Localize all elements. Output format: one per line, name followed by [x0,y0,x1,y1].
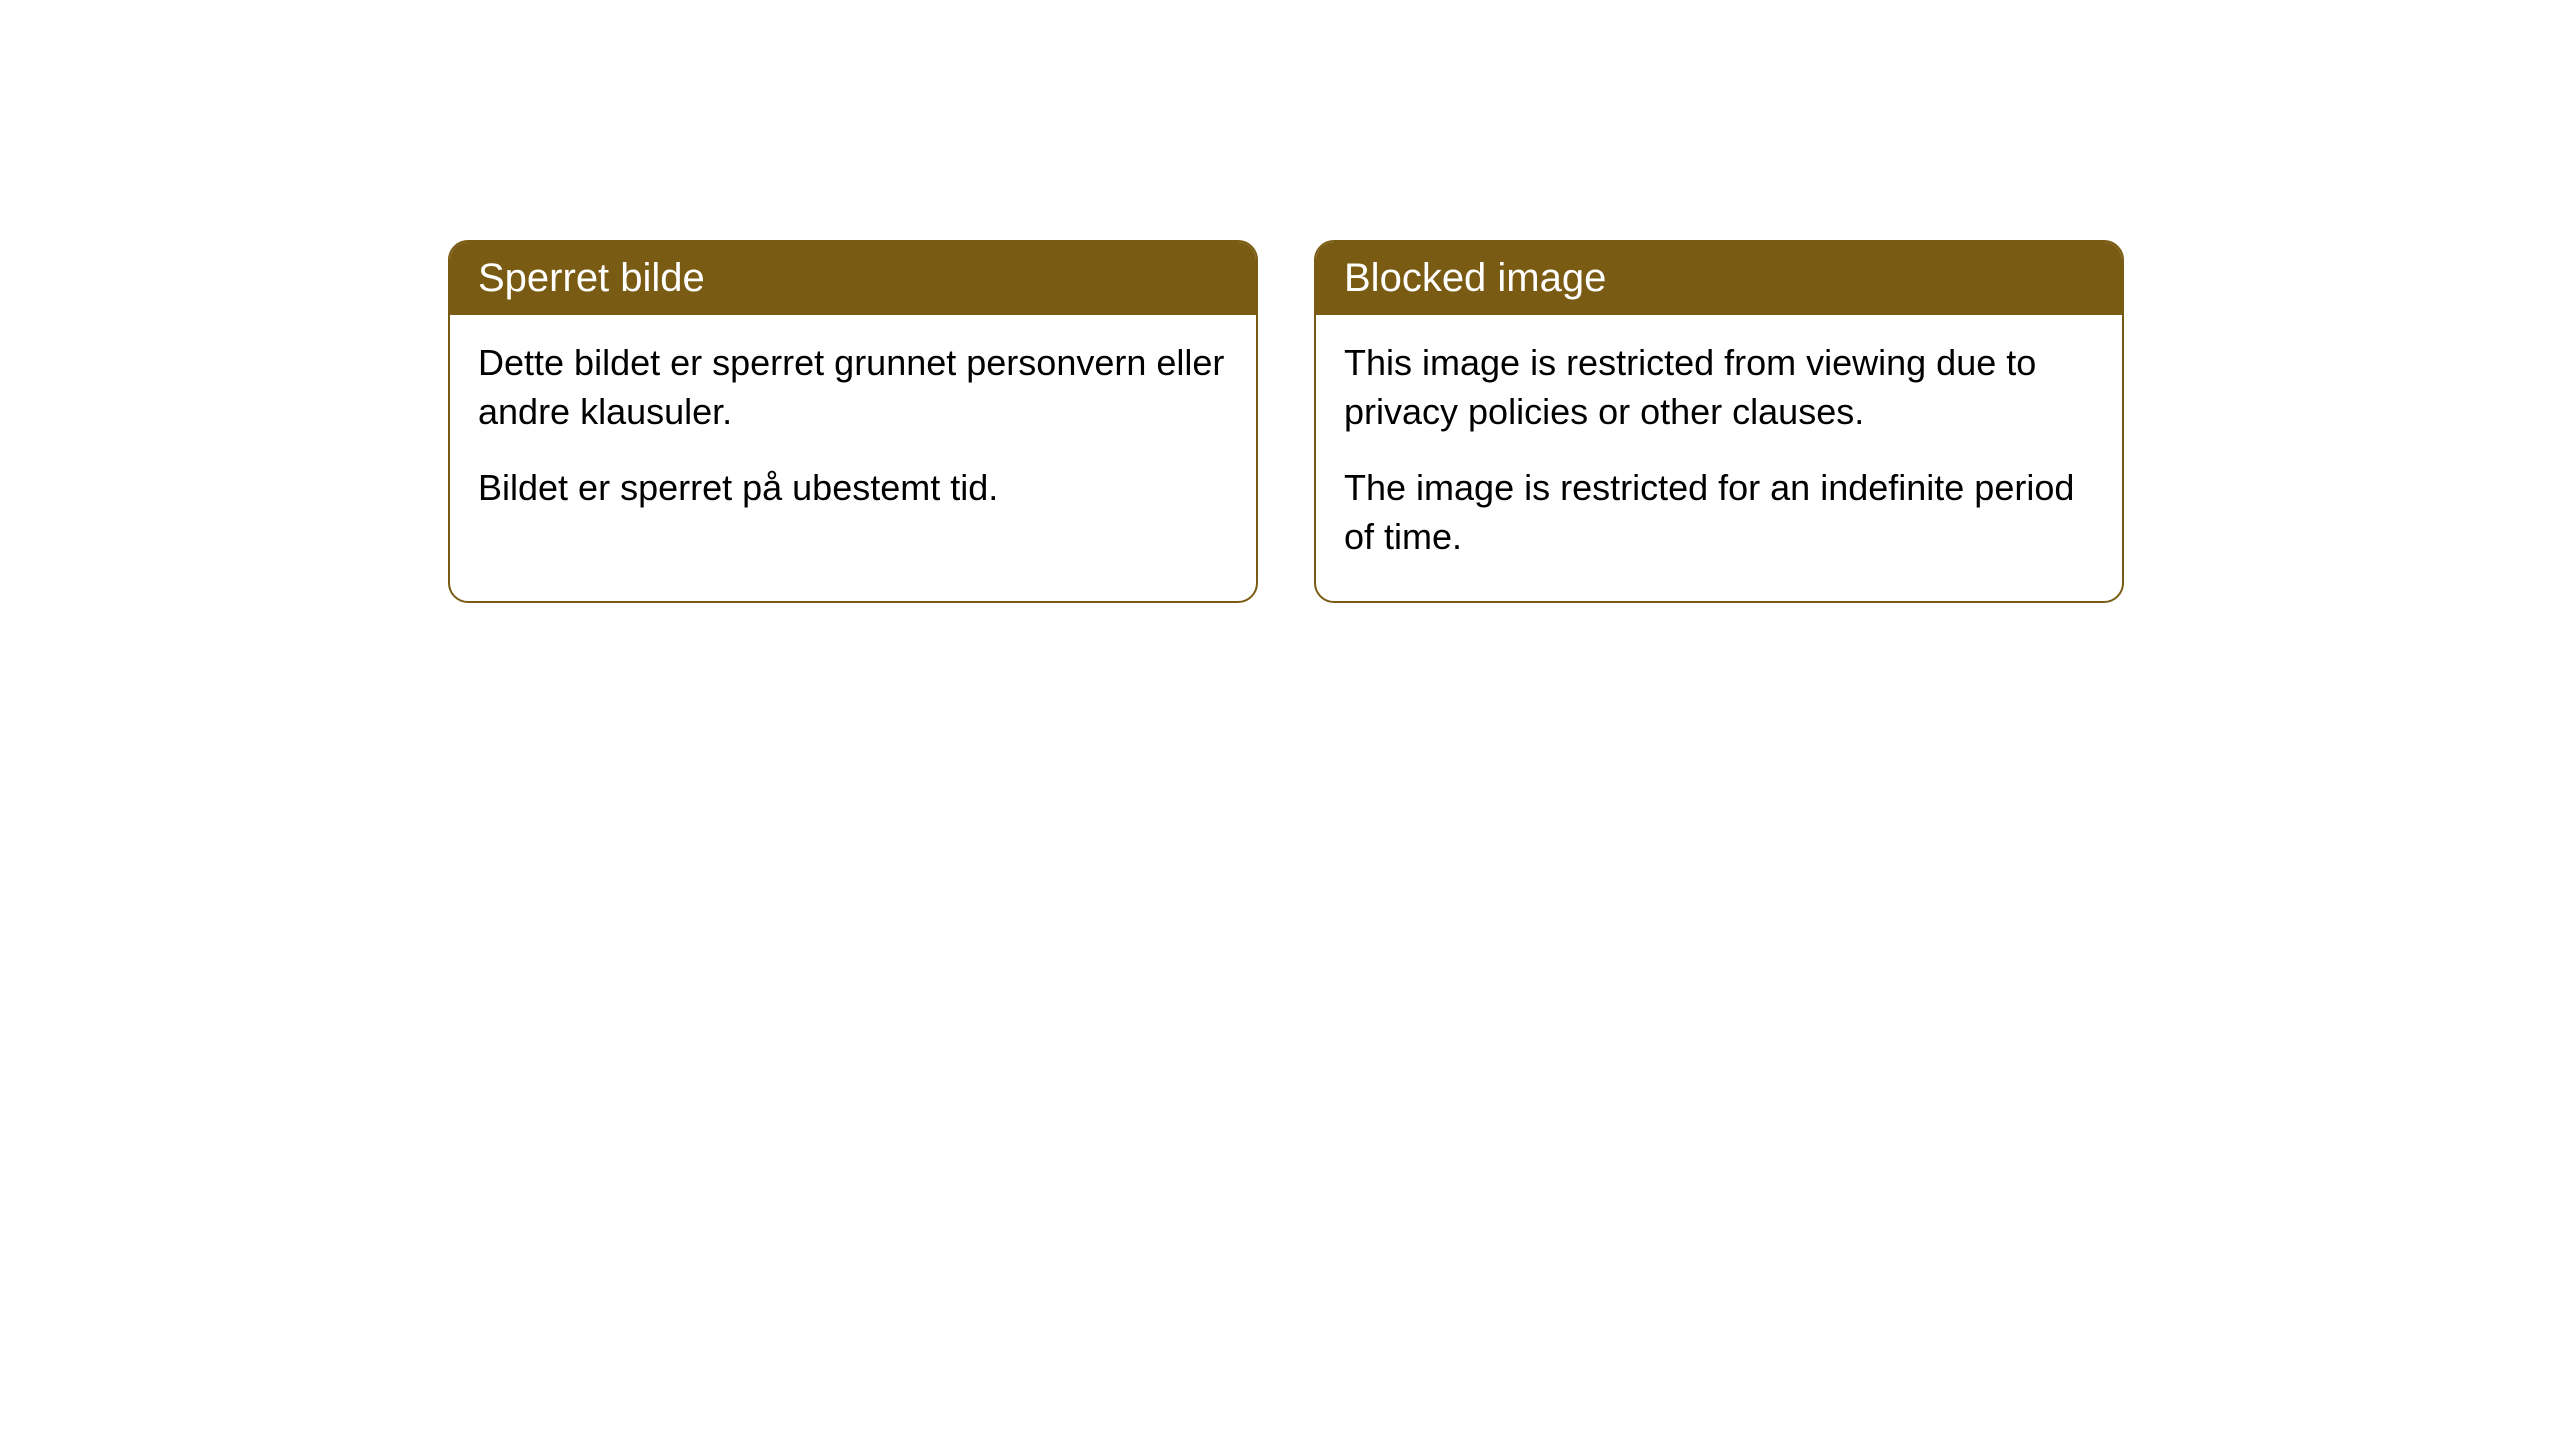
card-body-english: This image is restricted from viewing du… [1316,315,2122,601]
blocked-image-card-norwegian: Sperret bilde Dette bildet er sperret gr… [448,240,1258,603]
notice-paragraph-1: This image is restricted from viewing du… [1344,339,2094,436]
notice-paragraph-2: Bildet er sperret på ubestemt tid. [478,464,1228,513]
card-header-english: Blocked image [1316,242,2122,315]
notice-cards-container: Sperret bilde Dette bildet er sperret gr… [448,240,2560,603]
card-title: Sperret bilde [478,256,705,300]
notice-paragraph-1: Dette bildet er sperret grunnet personve… [478,339,1228,436]
notice-paragraph-2: The image is restricted for an indefinit… [1344,464,2094,561]
card-body-norwegian: Dette bildet er sperret grunnet personve… [450,315,1256,553]
card-title: Blocked image [1344,256,1606,300]
card-header-norwegian: Sperret bilde [450,242,1256,315]
blocked-image-card-english: Blocked image This image is restricted f… [1314,240,2124,603]
